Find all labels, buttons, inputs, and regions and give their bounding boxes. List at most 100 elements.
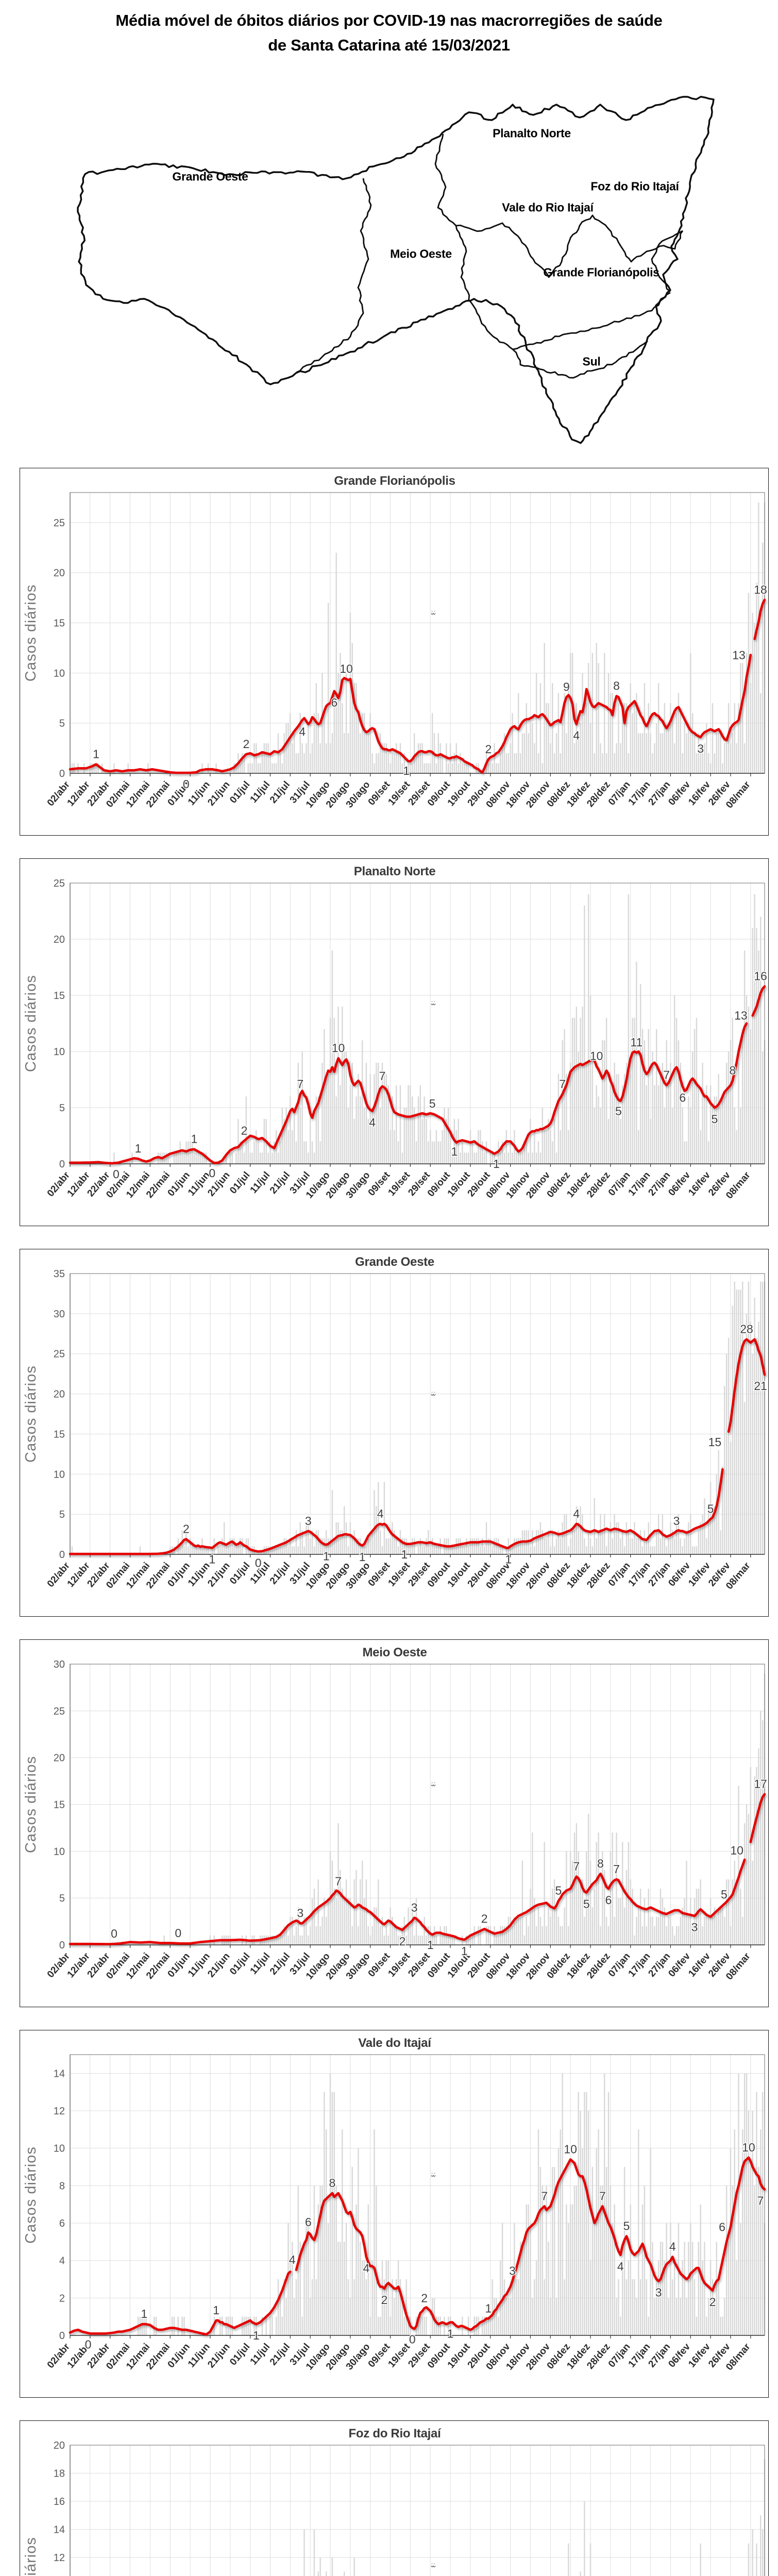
ma-value-label: 1 [485,2301,492,2315]
ma-value-label: 5 [615,1105,622,1118]
svg-text:4: 4 [59,2256,65,2267]
ma-value-label: 8 [597,1857,604,1870]
svg-text:6: 6 [59,2218,65,2229]
ma-value-label: 3 [673,1514,680,1528]
ma-value-label: 2 [241,1124,248,1137]
ma-value-label: 7 [573,1859,580,1873]
region-border [512,340,648,379]
chart-svg: Foz do Rio Itajaí02/abr12/abr22/abr02/ma… [23,2427,766,2576]
y-axis-title: Casos diários [23,1756,39,1853]
region-border [455,214,684,278]
svg-text:0: 0 [59,1940,65,1951]
ma-value-label: 10 [742,2141,755,2154]
svg-text:27/jan: 27/jan [647,1170,673,1198]
ma-value-label: 10 [332,1041,345,1055]
ma-value-label: 6 [331,696,337,709]
y-tick-labels: 0 5 10 15 20 25 [54,517,65,779]
svg-text:17/jan: 17/jan [627,1561,653,1589]
ma-value-label: 7 [613,1862,620,1876]
svg-text:25: 25 [54,878,65,889]
x-tick-labels: 02/abr12/abr22/abr02/mai12/mai22/mai01/j… [45,1945,753,1982]
y-tick-labels: 0 5 10 15 20 25 [54,878,65,1170]
plot-border [70,1273,765,1555]
ma-value-label: 7 [297,1077,303,1091]
ma-value-label: 2 [243,737,249,751]
ma-value-label: 4 [299,725,306,738]
ma-value-label: 1 [141,2307,147,2320]
ma-value-label: 18 [754,583,767,596]
svg-text:5: 5 [59,1103,65,1114]
chart-svg: Planalto Norte 02/abr12/abr22/abr02/mai12… [23,865,768,1201]
svg-text:30: 30 [54,1659,65,1670]
daily-bars [71,1281,766,1554]
svg-text:15: 15 [54,618,65,629]
daily-bars [163,1673,766,1945]
region-border [455,225,513,350]
svg-text:20: 20 [54,568,65,579]
svg-text:21/jul: 21/jul [268,779,292,806]
ma-value-label: 4 [377,1507,384,1520]
svg-text:06/fev: 06/fev [666,1951,692,1979]
svg-text:06/fev: 06/fev [666,1560,692,1588]
moving-average-line [69,2156,766,2336]
ma-value-label: 1 [403,764,410,777]
ma-value-label: 1 [191,1132,197,1146]
ma-value-label: 3 [305,1514,312,1528]
x-tick-labels: 02/abr12/abr22/abr02/mai12/mai22/mai01/j… [45,1164,753,1201]
svg-text:09/set: 09/set [366,2341,393,2369]
y-axis-title: Casos diários [23,584,39,682]
page-title: Média móvel de óbitos diários por COVID-… [0,8,778,58]
ma-value-label: 1 [93,747,99,760]
artifact-mark [431,611,436,615]
ma-value-label: 5 [429,1097,436,1110]
y-tick-labels: 0 2 4 6 8 10 12 14 [54,2068,65,2342]
chart-title: Vale do Itajaí [358,2036,432,2050]
map-label-grande-florian-polis: Grande Florianópolis [543,265,659,279]
ma-value-label: 4 [363,2261,370,2275]
chart-title: Grande Oeste [355,1255,434,1269]
svg-text:0: 0 [59,1549,65,1561]
chart-svg: Meio Oeste 02/abr12/abr22/abr02/mai12/mai… [23,1646,768,1982]
svg-text:06/fev: 06/fev [666,2341,692,2369]
svg-text:16/fev: 16/fev [686,2341,713,2369]
svg-text:01/jul: 01/jul [228,2342,252,2368]
ma-value-label: 5 [721,1888,728,1901]
chart-title: Foz do Rio Itajaí [349,2427,442,2441]
map-outline [77,96,715,444]
ma-value-label: 8 [613,679,620,692]
ma-value-label: 1 [505,1553,512,1566]
ma-value-label: 1 [447,2327,454,2341]
svg-text:27/jan: 27/jan [647,1951,673,1979]
chart-title: Meio Oeste [362,1646,427,1659]
ma-value-label: 4 [669,2240,676,2253]
artifact-mark [431,1001,436,1005]
artifact-mark [431,1782,436,1786]
ma-value-label: 10 [590,1049,603,1062]
x-tick-labels: 02/abr12/abr22/abr02/mai12/mai22/mai01/j… [45,1554,753,1591]
ma-value-label: 1 [213,2303,219,2317]
ma-value-label: 11 [630,1036,642,1049]
svg-text:19/set: 19/set [386,779,413,807]
svg-text:2: 2 [59,2293,65,2304]
svg-text:27/jan: 27/jan [647,1561,673,1589]
svg-text:01/jun: 01/jun [166,1951,192,1980]
svg-text:17/jan: 17/jan [627,1951,653,1979]
svg-text:21/jul: 21/jul [268,1170,292,1196]
ma-value-label: 3 [655,2286,662,2299]
svg-text:10: 10 [54,1846,65,1857]
ma-value-label: 5 [711,1112,718,1126]
ma-value-label: 21 [754,1379,767,1393]
daily-bars [71,502,766,773]
svg-text:01/jul: 01/jul [228,1561,252,1587]
ma-value-label: 1 [427,1938,434,1952]
ma-value-label: 5 [555,1884,562,1897]
y-tick-labels: 0 5 10 15 20 25 30 [54,1659,65,1951]
ma-value-label: 1 [209,1553,215,1566]
y-axis-title: Casos diários [23,1365,39,1463]
ma-value-label: 1 [451,1145,458,1158]
chart-title: Grande Florianópolis [334,474,455,488]
ma-value-label: 10 [340,662,353,675]
svg-text:20: 20 [54,934,65,945]
ma-value-label: 7 [379,1070,386,1083]
